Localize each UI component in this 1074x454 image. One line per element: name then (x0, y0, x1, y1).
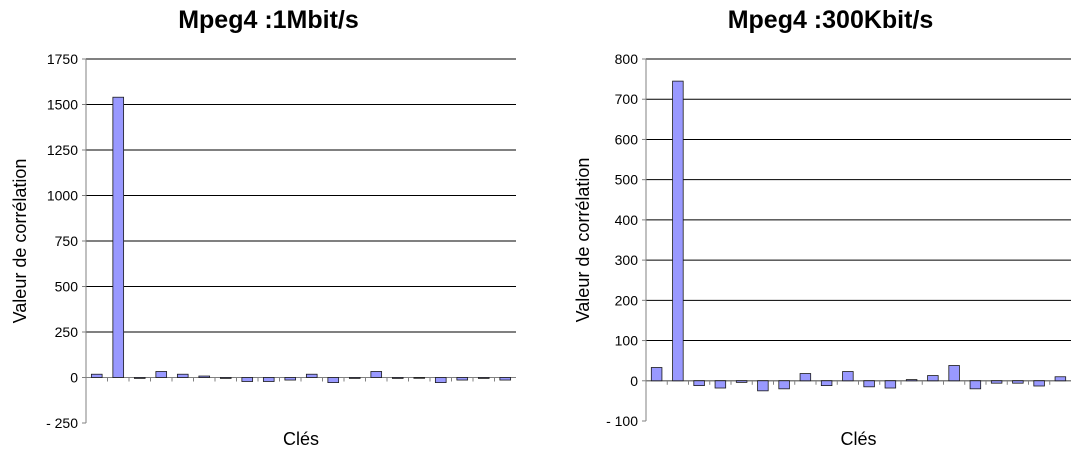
y-tick-label: 500 (615, 172, 639, 188)
bar (499, 377, 512, 381)
bar (241, 377, 254, 382)
bar (219, 377, 232, 379)
bar (672, 80, 684, 382)
y-axis-label: Valeur de corrélation (573, 158, 593, 323)
bar (413, 377, 426, 379)
bar (1054, 376, 1067, 382)
bar (262, 377, 275, 382)
bar (327, 377, 340, 383)
bar (1033, 380, 1045, 387)
bar (155, 371, 168, 378)
y-tick-label: - 100 (606, 413, 638, 429)
bar (948, 365, 960, 382)
bar (112, 96, 125, 378)
y-axis-label: Valeur de corrélation (10, 159, 30, 324)
bar (198, 375, 211, 378)
chart-panel-right: Mpeg4 :300Kbit/s - 100 0 100 200 300 400 500 60… (562, 0, 1074, 454)
y-tick-label: 750 (55, 233, 79, 249)
bar (434, 377, 447, 383)
bar (284, 377, 297, 381)
y-tick-label: 200 (615, 292, 639, 308)
y-tick-label: 0 (70, 370, 78, 386)
y-tick-label: 1750 (47, 51, 78, 67)
bar (477, 377, 490, 379)
bar (778, 380, 790, 390)
bar (820, 380, 833, 387)
bar (884, 380, 897, 389)
bar (370, 371, 383, 378)
y-tick-label: 300 (615, 252, 639, 268)
bar (305, 373, 318, 378)
bar (456, 377, 469, 381)
bar (905, 379, 918, 382)
y-tick-label: 1000 (47, 188, 78, 204)
chart-panel-left: Mpeg4 :1Mbit/s - 250 0 250 500 750 1000 1250 15… (10, 6, 516, 449)
y-tick-label: 400 (615, 212, 639, 228)
bar (1012, 380, 1024, 384)
bar (863, 380, 875, 388)
y-tick-label: 600 (615, 131, 639, 147)
chart-svg-300kbit: - 100 0 100 200 300 400 500 600 700 800 Clés Valeur… (573, 51, 1071, 449)
bar (735, 380, 748, 383)
y-tick-label: 1250 (47, 142, 78, 158)
chart-title: Mpeg4 :1Mbit/s (178, 6, 359, 34)
x-axis-label: Clés (840, 429, 876, 449)
bar (990, 380, 1003, 384)
bar (133, 377, 146, 379)
y-tick-label: 500 (55, 279, 79, 295)
bar (391, 377, 404, 379)
chart-svg-1mbit: - 250 0 250 500 750 1000 1250 1500 1750 Clés Valeu… (10, 51, 516, 449)
bar (969, 380, 982, 390)
y-tick-label: 700 (615, 91, 639, 107)
bar (799, 373, 812, 382)
bar (927, 375, 939, 382)
bar (176, 373, 189, 378)
y-tick-label: 800 (615, 51, 639, 67)
y-tick-label: 100 (615, 333, 639, 349)
y-tick-label: 0 (630, 373, 638, 389)
bar (757, 380, 769, 392)
bar (650, 367, 663, 382)
y-tick-label: 250 (55, 324, 79, 340)
bar (90, 373, 103, 378)
bar (348, 377, 361, 379)
chart-title: Mpeg4 :300Kbit/s (727, 6, 934, 34)
bar (714, 380, 727, 389)
y-tick-label: - 250 (46, 415, 78, 431)
bar (693, 380, 705, 387)
bar (842, 371, 854, 382)
x-axis-label: Clés (283, 429, 319, 449)
y-tick-label: 1500 (47, 97, 78, 113)
